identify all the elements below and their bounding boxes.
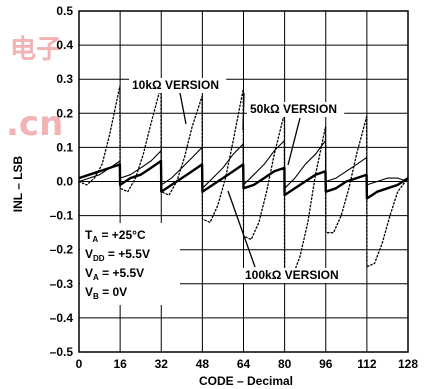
annotation-leader-line <box>179 92 187 125</box>
x-tick-label: 128 <box>398 357 418 371</box>
y-tick-label: –0.5 <box>50 345 74 359</box>
condition-line: VDD = +5.5V <box>85 247 150 263</box>
annotation-layer: 10kΩ VERSION 50kΩ VERSION 100kΩ VERSION TA … <box>80 78 347 305</box>
x-tick-label: 112 <box>357 357 377 371</box>
y-tick-label: 0.0 <box>56 175 73 189</box>
plot-frame <box>78 10 409 353</box>
y-tick-label: –0.3 <box>50 277 74 291</box>
x-tick-label: 48 <box>196 357 210 371</box>
y-tick-label: –0.2 <box>50 243 74 257</box>
x-tick-label: 96 <box>319 357 333 371</box>
y-tick-label: 0.3 <box>56 72 73 86</box>
x-tick-label: 16 <box>113 357 127 371</box>
annotation-10k: 10kΩ VERSION <box>132 78 219 92</box>
condition-line: TA = +25°C <box>85 228 146 244</box>
annotation-leader-line <box>287 117 301 166</box>
y-tick-label: 0.1 <box>56 140 73 154</box>
y-tick-label: –0.1 <box>50 209 74 223</box>
x-tick-label: 80 <box>278 357 292 371</box>
annotation-leader-line <box>242 92 245 131</box>
series-line-100k <box>78 159 409 200</box>
tick-label-layer: 0.5 0.4 0.3 0.2 0.1 0.0 –0.1 –0.2 –0.3 –0.4 –0.50 1… <box>50 4 419 371</box>
annotation-50k: 50kΩ VERSION <box>250 102 337 116</box>
x-axis-label: CODE – Decimal <box>199 374 293 388</box>
annotation-background <box>129 78 227 93</box>
x-tick-label: 0 <box>76 357 83 371</box>
watermark-text: .cn <box>6 104 63 144</box>
annotation-100k: 100kΩ VERSION <box>245 268 339 282</box>
y-tick-label: 0.2 <box>56 106 73 120</box>
annotation-leader-line <box>227 190 256 268</box>
watermark-layer: 电子 .cn <box>6 35 63 144</box>
annotation-background <box>242 268 347 283</box>
y-tick-label: 0.4 <box>56 38 73 52</box>
y-tick-label: –0.4 <box>50 311 74 325</box>
annotation-background <box>247 102 345 117</box>
condition-line: VA = +5.5V <box>85 266 144 282</box>
frame-layer <box>78 10 409 353</box>
conditions-background <box>80 223 180 305</box>
y-tick-label: 0.5 <box>56 4 73 18</box>
y-axis-label: INL – LSB <box>11 155 25 212</box>
watermark-text: 电子 <box>10 35 62 65</box>
condition-line: VB = 0V <box>85 285 127 301</box>
series-layer <box>78 85 409 278</box>
x-tick-label: 64 <box>237 357 251 371</box>
x-tick-label: 32 <box>155 357 169 371</box>
